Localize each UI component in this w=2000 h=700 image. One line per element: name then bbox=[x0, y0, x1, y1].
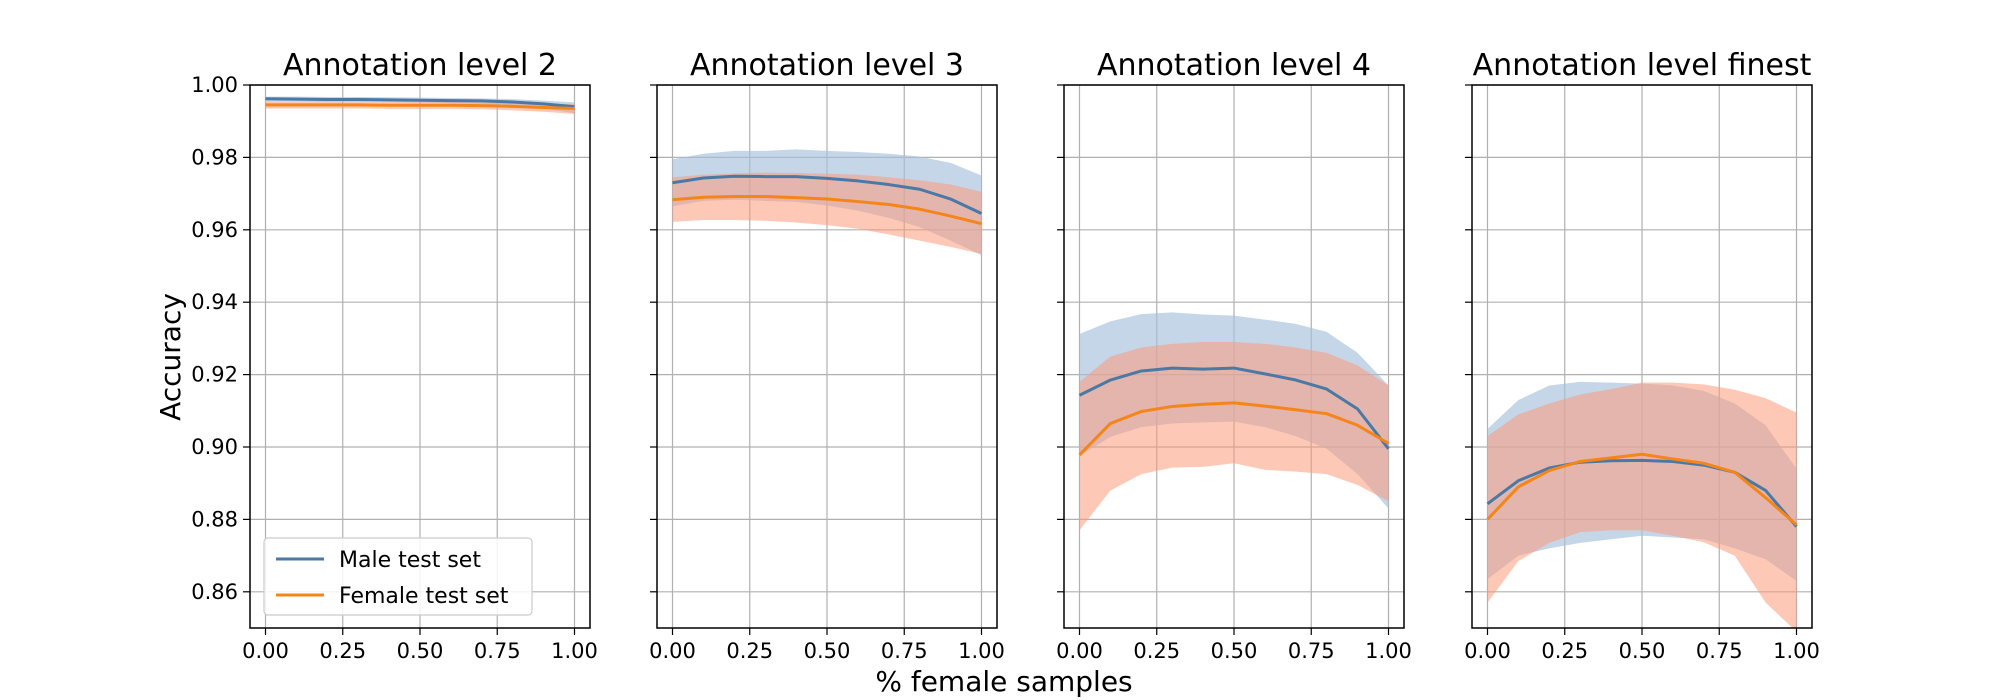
x-tick-label: 1.00 bbox=[958, 639, 1005, 663]
x-tick-label: 1.00 bbox=[551, 639, 598, 663]
figure-xlabel: % female samples bbox=[875, 665, 1132, 698]
panel-title: Annotation level 2 bbox=[283, 48, 557, 83]
x-tick-label: 1.00 bbox=[1365, 639, 1412, 663]
x-tick-label: 0.25 bbox=[726, 639, 773, 663]
panel-title: Annotation level 3 bbox=[690, 48, 964, 83]
figure-ylabel: Accuracy bbox=[154, 293, 187, 421]
x-tick-label: 0.75 bbox=[1288, 639, 1335, 663]
legend-label: Female test set bbox=[339, 584, 509, 609]
panel-title: Annotation level 4 bbox=[1097, 48, 1371, 83]
y-tick-label: 0.98 bbox=[191, 145, 238, 169]
legend: Male test set Female test set bbox=[263, 537, 533, 616]
series-line-male bbox=[1486, 458, 1798, 528]
series-line-female bbox=[672, 194, 982, 226]
series-line-female bbox=[265, 103, 575, 111]
y-tick-label: 0.90 bbox=[191, 435, 238, 459]
x-tick-label: 0.25 bbox=[319, 639, 366, 663]
confidence-band-female bbox=[1079, 342, 1389, 531]
x-tick-label: 0.75 bbox=[881, 639, 928, 663]
series-line-female bbox=[1078, 401, 1390, 457]
x-tick-label: 0.00 bbox=[242, 639, 289, 663]
series-line-female bbox=[1486, 452, 1798, 526]
x-tick-label: 0.50 bbox=[397, 639, 444, 663]
x-tick-label: 0.50 bbox=[1211, 639, 1258, 663]
confidence-band-female bbox=[1487, 382, 1797, 628]
panels: 0.00 0.25 0.50 0.75 1.00 0.86 0.88 0.90 0.92 0.94… bbox=[191, 48, 1820, 663]
series-line-male bbox=[672, 174, 983, 215]
x-tick-label: 0.75 bbox=[474, 639, 521, 663]
panel-title: Annotation level finest bbox=[1473, 48, 1812, 83]
y-tick-label: 1.00 bbox=[191, 73, 238, 97]
x-tick-label: 1.00 bbox=[1773, 639, 1820, 663]
x-tick-label: 0.00 bbox=[649, 639, 696, 663]
x-tick-label: 0.50 bbox=[804, 639, 851, 663]
series-line-male bbox=[1078, 366, 1390, 450]
legend-label: Male test set bbox=[339, 548, 481, 573]
x-tick-label: 0.00 bbox=[1056, 639, 1103, 663]
y-tick-label: 0.86 bbox=[191, 580, 238, 604]
confidence-band-female bbox=[672, 172, 982, 255]
panel-3: 0.00 0.25 0.50 0.75 1.00 Annotation level 4 bbox=[1056, 48, 1412, 663]
series-line-male bbox=[265, 97, 575, 109]
panel-2: 0.00 0.25 0.50 0.75 1.00 Annotation level 3 bbox=[649, 48, 1005, 663]
x-tick-label: 0.25 bbox=[1541, 639, 1588, 663]
panel-4: 0.00 0.25 0.50 0.75 1.00 Annotation level fin… bbox=[1464, 48, 1820, 663]
x-tick-label: 0.25 bbox=[1133, 639, 1180, 663]
legend-box bbox=[263, 537, 533, 616]
y-tick-label: 0.92 bbox=[191, 363, 238, 387]
y-tick-label: 0.88 bbox=[191, 507, 238, 531]
x-tick-label: 0.50 bbox=[1619, 639, 1666, 663]
y-tick-label: 0.94 bbox=[191, 290, 238, 314]
y-tick-label: 0.96 bbox=[191, 218, 238, 242]
x-tick-label: 0.75 bbox=[1696, 639, 1743, 663]
x-tick-label: 0.00 bbox=[1464, 639, 1511, 663]
